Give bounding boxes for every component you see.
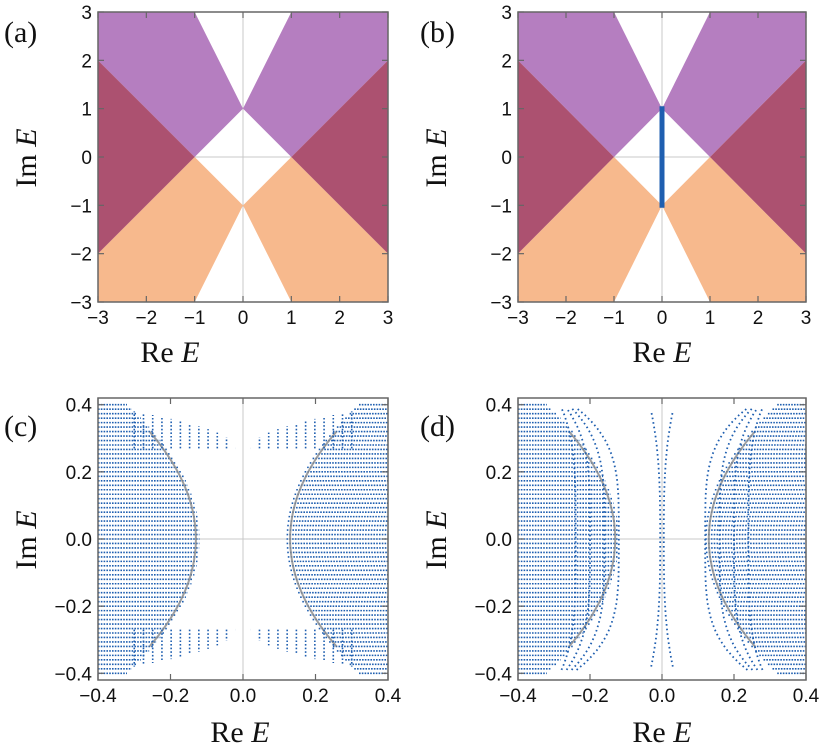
panel-c-ytick-label: 0.2 — [66, 463, 92, 484]
panel-b-data — [518, 12, 806, 302]
panel-a-ytick-label: 3 — [81, 3, 92, 24]
panel-b-upper-band-1 — [662, 12, 806, 157]
panel-b-xtick-label: −1 — [603, 308, 625, 329]
panel-a-xtick-label: −2 — [135, 308, 157, 329]
panel-c-bulk-boundary — [148, 430, 197, 648]
panel-b-overlap-0 — [518, 60, 614, 254]
panel-b: −3 −2 −1 0 1 2 3 −3 −2 −1 0 1 2 3 (b) Re E Im E — [420, 3, 811, 369]
panel-d-xlabel: Re E — [632, 716, 691, 749]
panel-b-xtick-label: 0 — [657, 308, 668, 329]
panel-d-loop-1 — [718, 407, 754, 671]
panel-c-xtick-label: −0.4 — [79, 686, 117, 707]
panel-a-xtick-label: 3 — [383, 308, 394, 329]
panel-b-lower-band-1 — [662, 157, 806, 302]
panel-d-xtick-label: 0.4 — [793, 686, 820, 707]
panel-a-ytick-label: 2 — [81, 51, 92, 72]
panel-d-loop-1 — [570, 407, 606, 671]
panel-b-xtick-label: 1 — [705, 308, 716, 329]
panel-c-data — [98, 398, 388, 680]
panel-b-xtick-label: −2 — [555, 308, 577, 329]
panel-a-label: (a) — [4, 16, 37, 49]
panel-a-ylabel: Im E — [10, 128, 43, 187]
panel-a-xtick-label: −3 — [87, 308, 109, 329]
panel-d-ytick-label: 0.0 — [486, 530, 512, 551]
panel-a-lower-band-0 — [98, 157, 243, 302]
panel-b-ytick-label: 2 — [501, 51, 512, 72]
panel-a-overlap-0 — [98, 60, 195, 254]
panel-c-bulk-boundary — [289, 430, 338, 648]
panel-d-bulk-boundary — [568, 430, 617, 648]
panel-b-upper-band-0 — [518, 12, 662, 157]
panel-d-label: (d) — [420, 410, 455, 443]
panel-b-ytick-label: 0 — [501, 148, 512, 169]
panel-c-xtick-label: 0.0 — [230, 686, 256, 707]
panel-a-data — [98, 12, 388, 302]
panel-b-plot: −3 −2 −1 0 1 2 3 −3 −2 −1 0 1 2 3 — [490, 3, 811, 329]
panel-c-ytick-label: −0.2 — [54, 597, 92, 618]
panel-b-ytick-label: −2 — [490, 245, 512, 266]
panel-b-xtick-label: −3 — [507, 308, 529, 329]
panel-d-xtick-label: 0.2 — [721, 686, 747, 707]
panel-c-ytick-label: 0.0 — [66, 530, 92, 551]
panel-b-ytick-label: 1 — [501, 100, 512, 121]
panel-b-ylabel: Im E — [420, 128, 453, 187]
panel-d-xtick-label: −0.4 — [499, 686, 537, 707]
panel-c-xtick-label: −0.2 — [152, 686, 190, 707]
panel-c-plot: −0.4 −0.2 0.0 0.2 0.4 −0.4 −0.2 0.0 0.2 0.4 — [54, 396, 401, 707]
panel-c-xlabel: Re E — [210, 716, 269, 749]
panel-d: −0.4 −0.2 0.0 0.2 0.4 −0.4 −0.2 0.0 0.2 0.4 (d) R… — [420, 396, 820, 749]
panel-b-xtick-label: 2 — [753, 308, 764, 329]
panel-d-ytick-label: −0.4 — [474, 664, 512, 685]
panel-b-ytick-label: 3 — [501, 3, 512, 24]
panel-b-lower-band-0 — [518, 157, 662, 302]
panel-d-bulk-boundary — [707, 430, 756, 648]
panel-a-xtick-label: 2 — [334, 308, 345, 329]
panel-a-overlap-1 — [291, 60, 388, 254]
panel-a-plot: −3 −2 −1 0 1 2 3 −3 −2 −1 0 1 2 3 — [70, 3, 393, 329]
panel-d-data — [518, 398, 806, 680]
panel-d-ytick-label: 0.2 — [486, 463, 512, 484]
panel-c-ytick-label: 0.4 — [66, 396, 93, 417]
panel-a-ytick-label: −2 — [70, 245, 92, 266]
panel-c: −0.4 −0.2 0.0 0.2 0.4 −0.4 −0.2 0.0 0.2 0.4 (c) R… — [4, 396, 402, 749]
panel-a-upper-band-0 — [98, 12, 243, 157]
panel-d-ytick-label: −0.2 — [474, 597, 512, 618]
panel-a-xtick-label: −1 — [184, 308, 206, 329]
panel-a-xtick-label: 0 — [238, 308, 249, 329]
panel-c-xtick-label: 0.4 — [375, 686, 402, 707]
panel-a-ytick-label: −3 — [70, 293, 92, 314]
panel-a-xtick-label: 1 — [286, 308, 297, 329]
panel-c-ylabel: Im E — [10, 510, 43, 569]
panel-d-xtick-label: −0.2 — [571, 686, 609, 707]
panel-b-xtick-label: 3 — [801, 308, 812, 329]
panel-a-lower-band-1 — [243, 157, 388, 302]
panel-b-overlap-1 — [710, 60, 806, 254]
panel-a-ytick-label: 0 — [81, 148, 92, 169]
panel-a-upper-band-1 — [243, 12, 388, 157]
panel-a-xlabel: Re E — [140, 336, 199, 369]
panel-c-xtick-label: 0.2 — [302, 686, 328, 707]
panel-d-loop-0 — [576, 407, 620, 671]
panel-d-loop-0 — [704, 407, 748, 671]
panel-d-ylabel: Im E — [420, 510, 453, 569]
panel-d-ytick-label: 0.4 — [486, 396, 513, 417]
panel-c-label: (c) — [4, 410, 37, 443]
panel-d-plot: −0.4 −0.2 0.0 0.2 0.4 −0.4 −0.2 0.0 0.2 0.4 — [474, 396, 819, 707]
panel-a-ytick-label: 1 — [81, 100, 92, 121]
panel-a-ytick-label: −1 — [70, 196, 92, 217]
panel-a: −3 −2 −1 0 1 2 3 −3 −2 −1 0 1 2 3 (a) Re E Im E — [4, 3, 393, 369]
panel-c-ytick-label: −0.4 — [54, 664, 92, 685]
panel-b-xlabel: Re E — [632, 336, 691, 369]
panel-b-ytick-label: −1 — [490, 196, 512, 217]
panel-d-xtick-label: 0.0 — [649, 686, 675, 707]
panel-b-label: (b) — [420, 16, 455, 49]
panel-b-ytick-label: −3 — [490, 293, 512, 314]
